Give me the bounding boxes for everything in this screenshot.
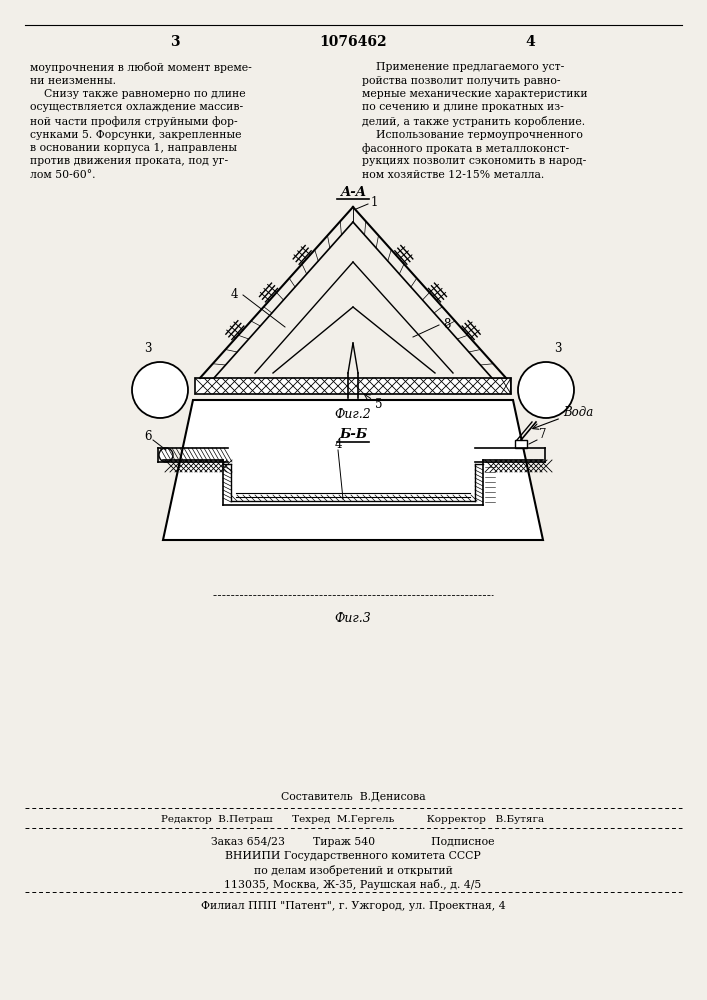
Text: сунками 5. Форсунки, закрепленные: сунками 5. Форсунки, закрепленные [30,129,242,139]
Circle shape [159,448,173,462]
Text: в основании корпуса 1, направлены: в основании корпуса 1, направлены [30,143,237,153]
Text: Вода: Вода [563,406,593,418]
Bar [515,440,527,448]
Text: мерные механические характеристики: мерные механические характеристики [362,89,588,99]
Text: 1076462: 1076462 [319,35,387,49]
Text: осуществляется охлаждение массив-: осуществляется охлаждение массив- [30,103,243,112]
Text: 6: 6 [144,430,152,442]
Polygon shape [163,400,543,540]
Text: против движения проката, под уг-: против движения проката, под уг- [30,156,228,166]
Text: ройства позволит получить равно-: ройства позволит получить равно- [362,76,561,86]
Text: фасонного проката в металлоконст-: фасонного проката в металлоконст- [362,143,569,154]
Text: Б-Б: Б-Б [339,428,367,442]
Text: 1: 1 [371,196,378,209]
Text: Снизу также равномерно по длине: Снизу также равномерно по длине [30,89,245,99]
Text: Фиг.2: Фиг.2 [334,408,371,422]
Text: Редактор  В.Петраш      Техред  М.Гергель          Корректор   В.Бутяга: Редактор В.Петраш Техред М.Гергель Корре… [161,816,544,824]
Text: Применение предлагаемого уст-: Применение предлагаемого уст- [362,62,564,72]
Text: рукциях позволит сэкономить в народ-: рукциях позволит сэкономить в народ- [362,156,586,166]
Text: 3: 3 [144,342,152,355]
Bar [195,378,511,394]
Text: 3: 3 [170,35,180,49]
Text: 113035, Москва, Ж-35, Раушская наб., д. 4/5: 113035, Москва, Ж-35, Раушская наб., д. … [224,879,481,890]
Text: по сечению и длине прокатных из-: по сечению и длине прокатных из- [362,103,563,112]
Text: по делам изобретений и открытий: по делам изобретений и открытий [254,864,452,876]
Text: делий, а также устранить коробление.: делий, а также устранить коробление. [362,116,585,127]
Text: 8: 8 [443,318,450,332]
Text: ВНИИПИ Государственного комитета СССР: ВНИИПИ Государственного комитета СССР [225,851,481,861]
Text: 4: 4 [334,438,341,450]
Circle shape [518,362,574,418]
Text: ной части профиля струйными фор-: ной части профиля струйными фор- [30,116,238,127]
Text: Заказ 654/23        Тираж 540                Подписное: Заказ 654/23 Тираж 540 Подписное [211,837,495,847]
Text: 3: 3 [554,342,562,355]
Text: Фиг.3: Фиг.3 [334,611,371,624]
Text: Использование термоупрочненного: Использование термоупрочненного [362,129,583,139]
Text: 4: 4 [230,288,238,302]
Text: ни неизменны.: ни неизменны. [30,76,116,86]
Circle shape [132,362,188,418]
Text: 5: 5 [375,397,382,410]
Text: моупрочнения в любой момент време-: моупрочнения в любой момент време- [30,62,252,73]
Text: Составитель  В.Денисова: Составитель В.Денисова [281,791,426,801]
Text: Филиал ППП "Патент", г. Ужгород, ул. Проектная, 4: Филиал ППП "Патент", г. Ужгород, ул. Про… [201,901,506,911]
Text: 4: 4 [525,35,535,49]
Text: лом 50-60°.: лом 50-60°. [30,170,95,180]
Text: 7: 7 [539,428,547,442]
Text: A-A: A-A [340,186,366,198]
Text: ном хозяйстве 12-15% металла.: ном хозяйстве 12-15% металла. [362,170,544,180]
